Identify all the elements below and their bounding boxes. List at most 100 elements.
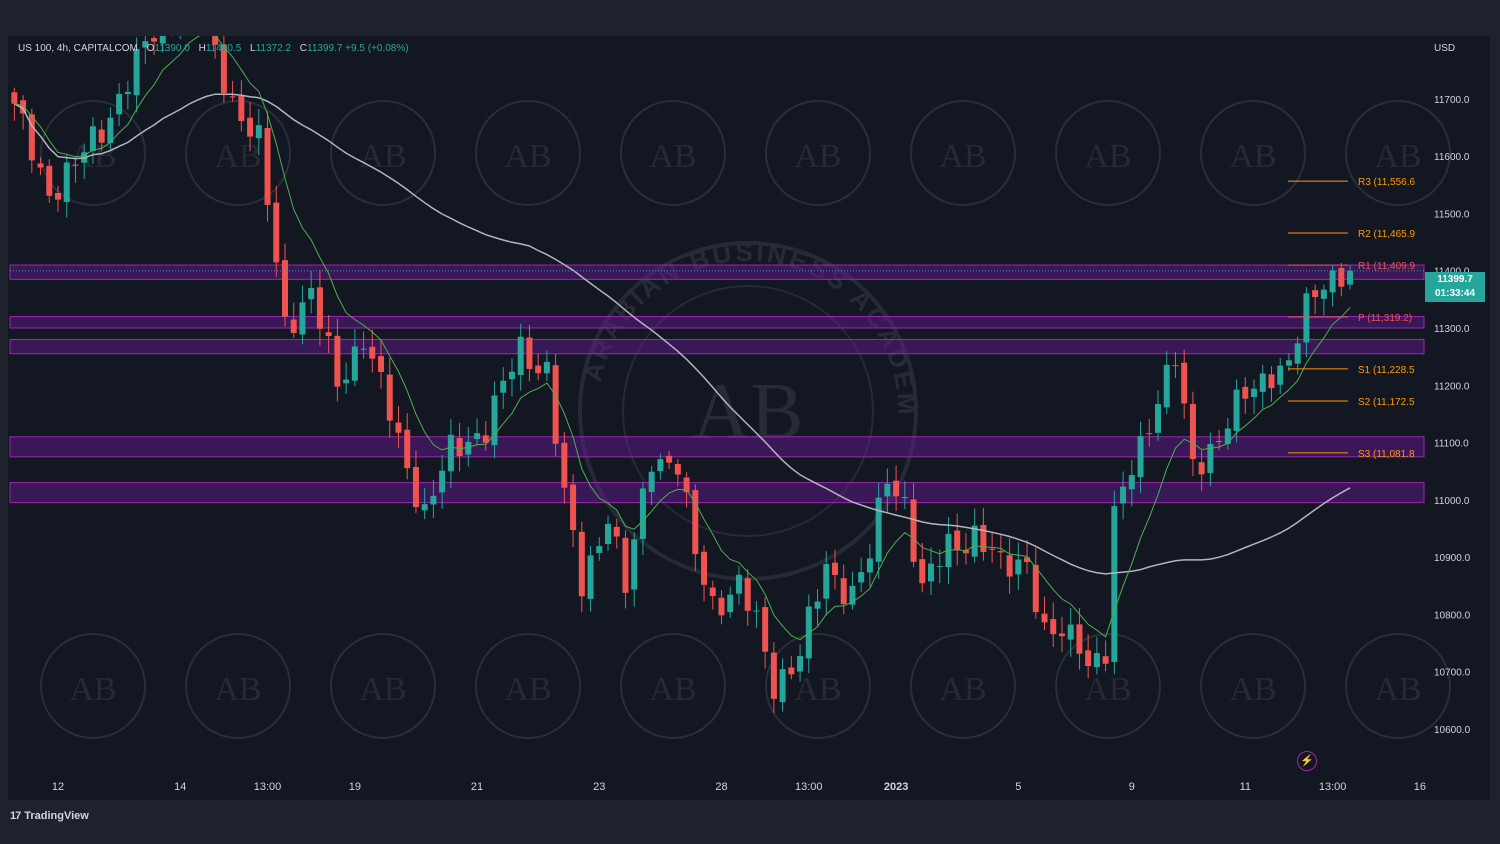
candle-body [1189, 404, 1196, 460]
candle-body [1198, 462, 1205, 475]
candle-body [369, 346, 376, 359]
candle-body [1216, 441, 1223, 443]
candle-body [308, 287, 315, 300]
tradingview-brand[interactable]: 17 TradingView [10, 810, 89, 822]
candle-body [1015, 559, 1022, 575]
x-tick-label: 16 [1414, 781, 1426, 793]
y-tick-label: 11100.0 [1434, 439, 1469, 450]
candlestick-chart[interactable]: AB AB AB AB AB AB AB AB AB AB AB AB AB AB AB AB AB AB AB AB… [8, 36, 1490, 800]
pivot-label: S2 (11,172.5 [1358, 397, 1415, 408]
candle-body [517, 336, 524, 375]
watermark-seal [330, 633, 436, 739]
candle-body [674, 463, 681, 475]
candle-body [159, 36, 166, 44]
candle-body [692, 490, 699, 555]
candle-body [1024, 557, 1031, 562]
support-resistance-zone [9, 338, 1425, 355]
candle-body [430, 495, 437, 505]
candle-body [508, 371, 515, 380]
candle-body [386, 374, 393, 421]
candle-body [543, 361, 550, 374]
watermark-seal [40, 633, 146, 739]
high-label: H [198, 43, 206, 54]
candle-body [1163, 364, 1170, 408]
x-tick-label: 21 [471, 781, 483, 793]
candle-body [1294, 343, 1301, 364]
candle-body [281, 260, 288, 317]
candle-body [753, 610, 760, 612]
candle-body [98, 129, 105, 143]
lightning-icon[interactable]: ⚡ [1297, 751, 1317, 771]
candle-body [1146, 433, 1153, 435]
sma-line [14, 93, 1351, 575]
candle-body [1076, 624, 1083, 654]
close-value: 11399.7 [307, 43, 343, 54]
watermark-seal [40, 100, 146, 206]
symbol-name[interactable]: US 100, 4h, CAPITALCOM [18, 43, 138, 54]
currency-label[interactable]: USD [1434, 43, 1456, 54]
candle-body [46, 165, 53, 196]
x-tick-label: 11 [1240, 781, 1251, 793]
candle-body [247, 117, 254, 137]
pivot-label: S1 (11,228.5 [1358, 365, 1415, 376]
candle-body [439, 470, 446, 493]
watermark-seal-text: AB [1229, 671, 1276, 708]
candle-body [1032, 564, 1039, 613]
candle-body [901, 496, 908, 499]
candle-body [1224, 428, 1231, 444]
candle-body [107, 117, 114, 144]
candle-body [919, 559, 926, 584]
candle-body [1233, 389, 1240, 431]
x-tick-label: 9 [1129, 781, 1135, 793]
watermark-seal [1055, 100, 1161, 206]
candle-body [351, 346, 358, 381]
candle-body [412, 467, 419, 508]
candle-body [639, 488, 646, 539]
candle-body [893, 480, 900, 497]
candle-body [596, 546, 603, 553]
x-tick-label: 28 [715, 781, 727, 793]
candle-body [1251, 388, 1258, 398]
watermark-seal-text: AB [214, 138, 261, 175]
candle-body [1347, 270, 1354, 285]
x-tick-label: 5 [1015, 781, 1021, 793]
watermark-seal-text: AB [1084, 671, 1131, 708]
watermark-seal [1200, 633, 1306, 739]
brand-name: TradingView [24, 810, 89, 822]
pivot-label: S3 (11,081.8 [1358, 449, 1415, 460]
candle-body [989, 548, 996, 550]
candle-body [613, 526, 620, 537]
watermark-seal [185, 100, 291, 206]
candle-body [1329, 270, 1336, 293]
candle-body [11, 92, 18, 104]
candle-body [1181, 362, 1188, 404]
candle-body [945, 533, 952, 568]
watermark-seal-text: AB [214, 671, 261, 708]
candle-body [1085, 650, 1092, 667]
candle-body [500, 380, 507, 393]
candle-body [928, 563, 935, 582]
candle-body [28, 114, 35, 161]
candle-body [875, 497, 882, 562]
x-tick-label: 12 [52, 781, 64, 793]
chart-area[interactable]: AB AB AB AB AB AB AB AB AB AB AB AB AB AB AB AB AB AB AB AB… [8, 36, 1490, 800]
candle-body [840, 578, 847, 605]
candle-body [1207, 443, 1214, 473]
candle-body [744, 578, 751, 611]
watermark-seal-text: AB [794, 671, 841, 708]
candle-body [535, 365, 542, 374]
support-resistance-zone [9, 482, 1425, 504]
watermark-seal [475, 633, 581, 739]
candle-body [1303, 293, 1310, 343]
candle-body [631, 539, 638, 590]
candle-body [124, 91, 131, 95]
candle-body [1259, 373, 1266, 392]
candle-body [273, 202, 280, 263]
candle-body [762, 607, 769, 652]
x-tick-label: 13:00 [795, 781, 823, 793]
candle-body [1067, 624, 1074, 640]
watermark-seal [910, 100, 1016, 206]
candle-body [89, 126, 96, 151]
candle-body [465, 441, 472, 455]
support-resistance-zone [9, 264, 1425, 280]
